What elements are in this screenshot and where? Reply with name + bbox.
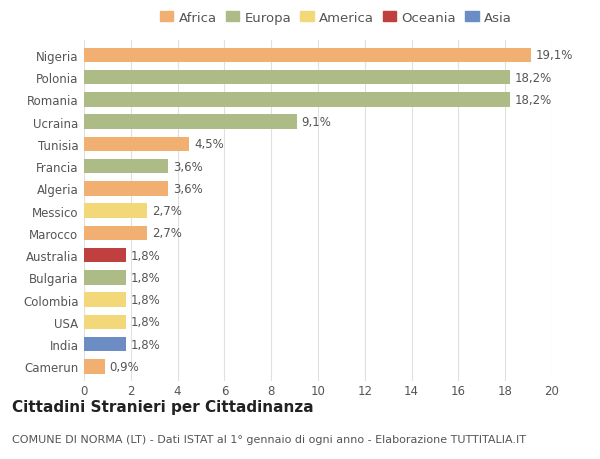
Bar <box>84 49 531 63</box>
Text: 9,1%: 9,1% <box>302 116 331 129</box>
Text: 1,8%: 1,8% <box>131 271 161 284</box>
Text: 18,2%: 18,2% <box>515 72 552 84</box>
Bar <box>84 359 105 374</box>
Text: 1,8%: 1,8% <box>131 316 161 329</box>
Bar <box>84 137 190 152</box>
Bar <box>84 337 126 352</box>
Text: 2,7%: 2,7% <box>152 205 182 218</box>
Text: 2,7%: 2,7% <box>152 227 182 240</box>
Bar <box>84 93 510 107</box>
Text: 1,8%: 1,8% <box>131 293 161 307</box>
Text: 0,9%: 0,9% <box>110 360 139 373</box>
Bar <box>84 182 168 196</box>
Bar <box>84 315 126 330</box>
Text: Cittadini Stranieri per Cittadinanza: Cittadini Stranieri per Cittadinanza <box>12 399 314 414</box>
Bar <box>84 226 147 241</box>
Text: 1,8%: 1,8% <box>131 338 161 351</box>
Bar <box>84 293 126 307</box>
Text: 19,1%: 19,1% <box>536 49 573 62</box>
Text: COMUNE DI NORMA (LT) - Dati ISTAT al 1° gennaio di ogni anno - Elaborazione TUTT: COMUNE DI NORMA (LT) - Dati ISTAT al 1° … <box>12 434 526 444</box>
Bar <box>84 248 126 263</box>
Bar <box>84 115 297 129</box>
Bar <box>84 270 126 285</box>
Text: 1,8%: 1,8% <box>131 249 161 262</box>
Text: 3,6%: 3,6% <box>173 160 203 173</box>
Text: 3,6%: 3,6% <box>173 183 203 196</box>
Bar <box>84 160 168 174</box>
Text: 4,5%: 4,5% <box>194 138 224 151</box>
Bar <box>84 71 510 85</box>
Text: 18,2%: 18,2% <box>515 94 552 106</box>
Legend: Africa, Europa, America, Oceania, Asia: Africa, Europa, America, Oceania, Asia <box>158 9 514 27</box>
Bar <box>84 204 147 218</box>
